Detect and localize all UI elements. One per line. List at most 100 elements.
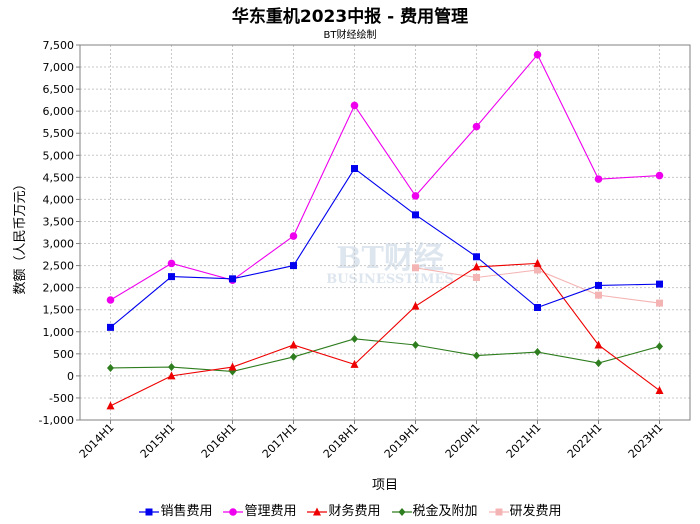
legend-label: 研发费用 (509, 504, 562, 519)
series-line (110, 262, 660, 407)
data-point (473, 274, 480, 281)
data-point (168, 363, 175, 372)
data-point (289, 340, 298, 349)
series-line (110, 338, 660, 373)
data-point (533, 50, 542, 59)
x-axis-title: 项目 (372, 478, 398, 493)
data-point (472, 122, 481, 131)
data-point (107, 363, 114, 372)
series-layer (106, 50, 664, 410)
legend-swatch (223, 507, 244, 516)
y-tick-label: 2,500 (43, 260, 75, 273)
legend-swatch (488, 508, 509, 515)
data-point (472, 262, 481, 271)
data-point (594, 340, 603, 349)
legend-swatch (391, 507, 412, 516)
y-tick-label: 1,500 (43, 304, 75, 317)
x-tick-label: 2023H1 (626, 421, 666, 461)
series-财务费用 (106, 258, 664, 410)
data-point (351, 334, 358, 343)
y-tick-label: 5,500 (43, 127, 75, 140)
data-point (656, 280, 663, 288)
legend: 销售费用 管理费用 财务费用 税金及附加 研发费用 (0, 500, 700, 519)
grid (80, 44, 690, 421)
data-point (534, 266, 541, 274)
y-tick-label: 4,500 (43, 171, 75, 184)
y-tick-label: 3,000 (43, 238, 75, 251)
data-point (289, 232, 298, 240)
watermark-subtext: BUSINESSTIMES (326, 272, 454, 287)
legend-marker (145, 508, 153, 515)
legend-label: 财务费用 (328, 504, 381, 519)
legend-label: 销售费用 (160, 504, 213, 519)
chart-subtitle: BT财经绘制 (323, 30, 377, 41)
legend-swatch (307, 507, 328, 515)
legend-item: 财务费用 (306, 500, 381, 519)
legend-marker (313, 507, 322, 515)
x-tick-label: 2016H1 (199, 421, 239, 461)
y-tick-label: 6,500 (43, 83, 75, 96)
y-tick-label: 6,000 (43, 105, 75, 118)
data-point (595, 281, 602, 289)
data-point (411, 301, 420, 310)
data-point (351, 165, 358, 173)
legend-item: 研发费用 (488, 500, 562, 519)
series-研发费用 (412, 264, 663, 307)
data-point (167, 259, 176, 268)
y-tick-label: 500 (53, 348, 74, 361)
data-point (290, 352, 297, 361)
y-tick-label: 0 (67, 370, 74, 383)
data-point (350, 101, 359, 110)
legend-item: 销售费用 (138, 500, 212, 519)
series-税金及附加 (107, 334, 663, 376)
data-point (594, 175, 603, 183)
data-point (473, 351, 480, 360)
series-line (110, 53, 660, 301)
x-tick-label: 2017H1 (260, 421, 300, 461)
chart-area: BT财经 BUSINESSTIMES -1,000 -500 0 500 1,000 1,… (13, 39, 691, 493)
y-tick-label: -1,000 (39, 414, 74, 427)
series-line (110, 167, 660, 328)
data-point (228, 362, 237, 371)
legend-swatch (139, 508, 160, 515)
y-tick-label: 4,000 (43, 193, 75, 206)
data-point (655, 385, 664, 394)
legend-item: 管理费用 (222, 500, 296, 519)
y-tick-label: 7,000 (43, 61, 75, 74)
data-point (534, 348, 541, 357)
y-tick-label: 5,000 (43, 149, 75, 162)
x-tick-label: 2018H1 (321, 421, 361, 461)
legend-label: 管理费用 (244, 504, 297, 519)
data-point (229, 275, 236, 283)
data-point (107, 323, 114, 331)
plot-frame (79, 44, 691, 421)
data-point (411, 192, 420, 200)
legend-marker (398, 507, 405, 516)
data-point (168, 273, 175, 281)
data-point (106, 296, 115, 304)
data-point (473, 253, 480, 261)
data-point (412, 341, 419, 349)
legend-marker (229, 507, 238, 516)
y-tick-label: 3,500 (43, 215, 75, 228)
data-point (534, 304, 541, 311)
data-point (350, 359, 359, 368)
legend-label: 税金及附加 (412, 504, 478, 519)
y-tick-label: 7,500 (43, 39, 75, 52)
data-point (533, 258, 542, 267)
watermark: BT财经 BUSINESSTIMES (326, 241, 454, 287)
data-point (656, 342, 663, 351)
x-tick-label: 2021H1 (504, 421, 544, 461)
data-point (656, 299, 663, 307)
x-tick-label: 2014H1 (77, 421, 117, 461)
data-point (106, 401, 115, 410)
data-point (290, 262, 297, 270)
y-tick-label: 1,000 (43, 326, 75, 339)
x-tick-label: 2022H1 (565, 421, 605, 461)
data-point (595, 359, 602, 368)
watermark-text: BT财经 (336, 241, 444, 276)
y-tick-label: 2,000 (43, 282, 75, 295)
legend-item: 税金及附加 (391, 500, 478, 519)
series-销售费用 (107, 165, 663, 331)
data-point (412, 264, 419, 272)
